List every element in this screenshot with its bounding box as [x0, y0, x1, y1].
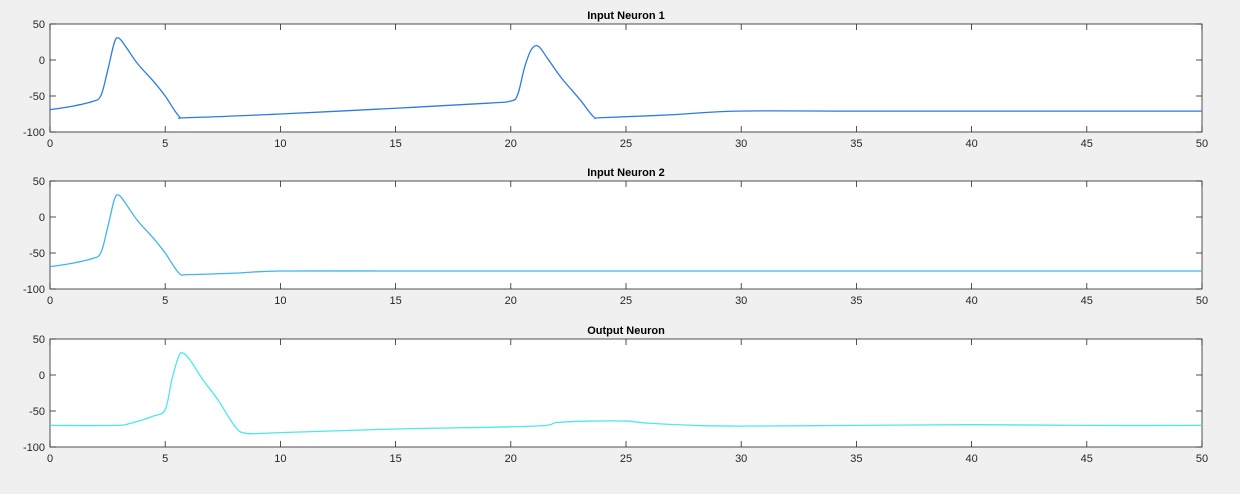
x-tick-label: 10 [274, 138, 286, 150]
x-tick-label: 30 [735, 138, 747, 150]
y-tick-label: 0 [39, 55, 45, 67]
x-tick-label: 5 [162, 453, 168, 465]
chart-title: Output Neuron [587, 325, 665, 337]
x-tick-label: 25 [620, 295, 632, 307]
y-tick-label: 50 [33, 334, 45, 346]
x-tick-label: 25 [620, 138, 632, 150]
y-tick-label: -50 [29, 248, 45, 260]
x-tick-label: 20 [505, 138, 517, 150]
x-tick-label: 25 [620, 453, 632, 465]
chart-title: Input Neuron 1 [587, 10, 665, 22]
x-tick-label: 30 [735, 453, 747, 465]
plot-area [49, 338, 1203, 448]
x-tick-label: 50 [1196, 138, 1208, 150]
y-tick-label: -100 [23, 127, 45, 139]
x-tick-label: 10 [274, 453, 286, 465]
x-tick-label: 30 [735, 295, 747, 307]
y-tick-label: 0 [39, 370, 45, 382]
y-tick-label: -50 [29, 406, 45, 418]
x-tick-label: 15 [389, 138, 401, 150]
x-tick-label: 40 [965, 138, 977, 150]
x-tick-label: 35 [850, 453, 862, 465]
series-line [49, 37, 1202, 120]
y-tick-label: 50 [33, 19, 45, 31]
plot-area [49, 23, 1203, 133]
y-tick-label: 50 [33, 176, 45, 188]
x-tick-label: 35 [850, 138, 862, 150]
x-tick-label: 5 [162, 138, 168, 150]
x-tick-label: 20 [505, 295, 517, 307]
x-tick-label: 0 [47, 453, 53, 465]
series-line [49, 351, 1203, 435]
x-tick-label: 50 [1196, 453, 1208, 465]
x-tick-label: 20 [505, 453, 517, 465]
x-tick-label: 0 [47, 295, 53, 307]
chart-title: Input Neuron 2 [587, 167, 665, 179]
y-tick-label: -100 [23, 284, 45, 296]
subplot-3: Output Neuron 0 5 10 15 20 25 30 35 40 45 50 -100 -50… [23, 325, 1208, 465]
x-tick-label: 40 [965, 295, 977, 307]
x-tick-label: 45 [1081, 453, 1093, 465]
subplot-2: Input Neuron 2 0 5 10 15 20 25 30 35 40 45 50 -100 -5… [23, 167, 1208, 307]
x-tick-label: 45 [1081, 138, 1093, 150]
x-tick-label: 50 [1196, 295, 1208, 307]
x-tick-label: 15 [389, 453, 401, 465]
series-line [49, 194, 1202, 276]
x-tick-label: 45 [1081, 295, 1093, 307]
y-tick-label: -50 [29, 91, 45, 103]
plot-area [49, 180, 1203, 290]
subplot-1: Input Neuron 1 0 5 10 15 20 25 30 35 40 45 50 -100 -5… [23, 10, 1208, 150]
x-tick-label: 35 [850, 295, 862, 307]
x-tick-label: 10 [274, 295, 286, 307]
x-tick-label: 0 [47, 138, 53, 150]
y-tick-label: -100 [23, 442, 45, 454]
x-tick-label: 15 [389, 295, 401, 307]
x-tick-label: 40 [965, 453, 977, 465]
x-tick-label: 5 [162, 295, 168, 307]
y-tick-label: 0 [39, 212, 45, 224]
